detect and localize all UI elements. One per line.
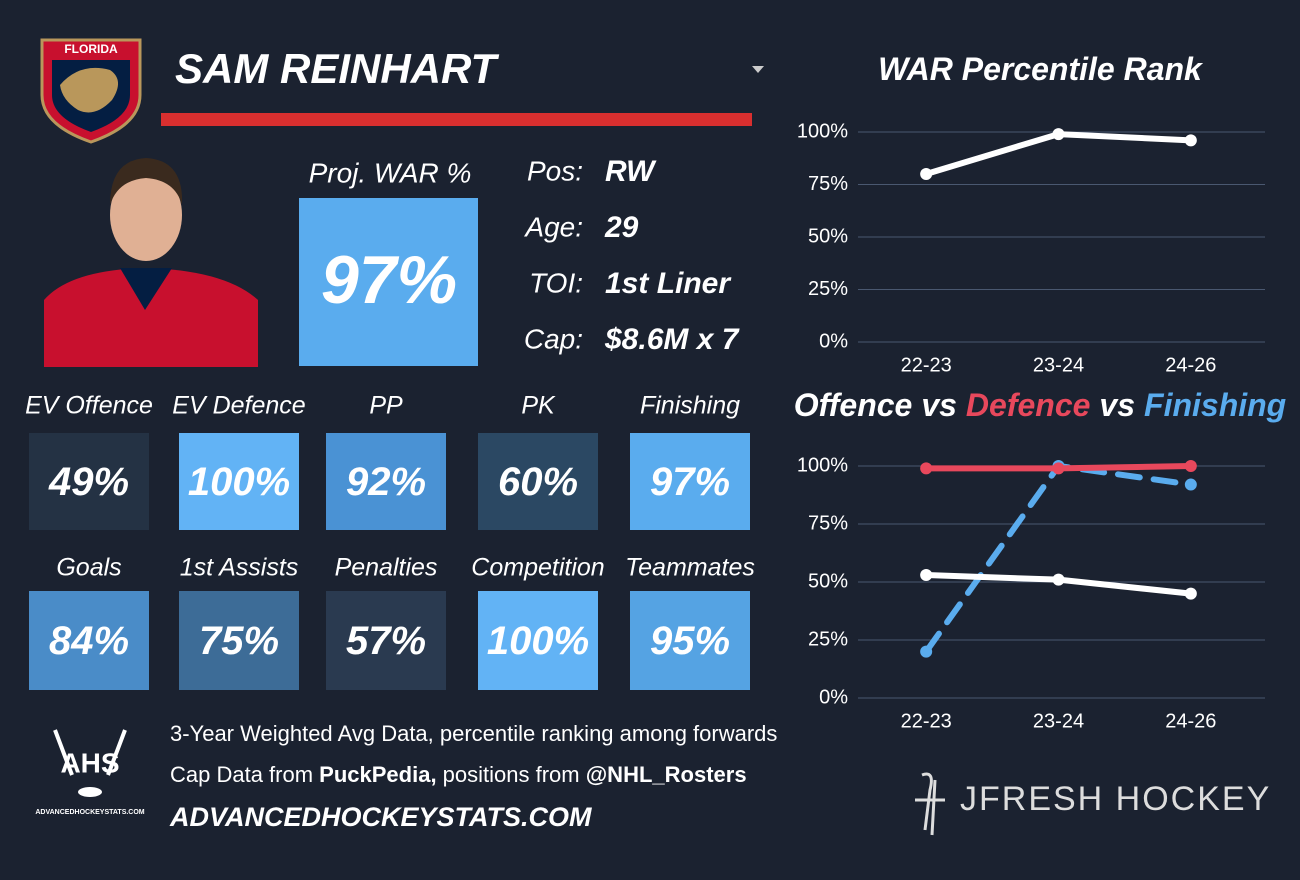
tile-box: [179, 591, 299, 690]
x-tick-label: 22-23: [901, 354, 952, 376]
info-value: RW: [605, 155, 657, 188]
tile-label: Penalties: [335, 554, 438, 582]
y-tick-label: 100%: [797, 454, 848, 476]
brand: JFRESH HOCKEY: [960, 780, 1271, 818]
footer-text: 3-Year Weighted Avg Data, percentile ran…: [170, 721, 777, 746]
tile-value: 92%: [346, 460, 426, 504]
info-value: 29: [604, 211, 639, 244]
tile-value: 100%: [188, 460, 290, 504]
y-tick-label: 0%: [819, 330, 848, 352]
tile-box: [179, 433, 299, 530]
tile-value: 57%: [346, 619, 426, 663]
tile-value: 49%: [48, 460, 129, 504]
info-value: $8.6M x 7: [604, 323, 740, 356]
tile-label: PK: [521, 392, 556, 420]
tile-label: Finishing: [640, 392, 740, 420]
footer-text: positions from: [437, 762, 586, 787]
point: [1184, 478, 1197, 491]
ahs-url: ADVANCEDHOCKEYSTATS.COM: [35, 809, 144, 816]
info-label: Pos:: [527, 155, 583, 186]
x-tick-label: 24-26: [1165, 354, 1216, 376]
proj-war-value: 97%: [321, 242, 457, 318]
title-part: vs: [921, 387, 957, 423]
tile-label: 1st Assists: [180, 554, 299, 582]
point: [1184, 134, 1197, 147]
tile-label: Competition: [471, 554, 604, 582]
x-tick-label: 23-24: [1033, 354, 1084, 376]
player-name: SAM REINHART: [175, 45, 500, 92]
proj-war-label: Proj. WAR %: [309, 157, 472, 188]
point: [1184, 460, 1197, 472]
y-tick-label: 25%: [808, 628, 848, 650]
point: [920, 462, 933, 475]
info-label: TOI:: [529, 267, 583, 298]
tile-box: [326, 433, 446, 530]
title-part: Finishing: [1144, 387, 1286, 423]
info-label: Age:: [523, 211, 583, 242]
point: [920, 645, 933, 658]
point: [1184, 587, 1197, 600]
point: [1052, 128, 1065, 141]
dropdown[interactable]: [752, 66, 764, 73]
x-tick-label: 24-26: [1165, 710, 1216, 732]
point: [1052, 573, 1065, 586]
point: [1052, 462, 1065, 475]
info-label: Cap:: [524, 323, 583, 354]
proj-war-box: [299, 198, 478, 366]
tile-value: 84%: [49, 619, 129, 663]
y-tick-label: 0%: [819, 686, 848, 708]
y-tick-label: 50%: [808, 570, 848, 592]
point: [920, 168, 933, 180]
tile-box: [326, 591, 446, 690]
footer-text: PuckPedia,: [319, 762, 436, 787]
info-value: 1st Liner: [605, 267, 732, 300]
title-part: Offence: [794, 387, 913, 423]
tile-value: 97%: [650, 460, 730, 504]
tile-label: Teammates: [625, 554, 755, 582]
tile-value: 100%: [487, 619, 589, 663]
title-part: Defence: [966, 387, 1091, 423]
tile-label: PP: [369, 392, 403, 420]
y-tick-label: 25%: [808, 278, 848, 300]
point: [920, 569, 933, 582]
footer-text: @NHL_Rosters: [586, 762, 747, 787]
footer-text: Cap Data from: [170, 762, 319, 787]
chart-title: Offence vs Defence vs Finishing: [794, 387, 1286, 423]
y-tick-label: 75%: [808, 512, 848, 534]
y-tick-label: 50%: [808, 225, 848, 247]
footer-line: Cap Data from PuckPedia, positions from …: [170, 762, 747, 787]
tile-box: [478, 591, 598, 690]
site-link[interactable]: ADVANCEDHOCKEYSTATS.COM: [169, 802, 592, 832]
tile-label: EV Defence: [172, 392, 305, 420]
name-underline: [161, 113, 752, 126]
brand-logo: [915, 772, 945, 836]
ahs-text: AHS: [60, 747, 119, 778]
y-tick-label: 75%: [808, 173, 848, 195]
logo-text: FLORIDA: [64, 42, 118, 56]
title-part: vs: [1099, 387, 1135, 423]
tile-box: [630, 433, 750, 530]
tile-label: Goals: [56, 554, 121, 582]
tile-box: [478, 433, 598, 530]
tile-box: [630, 591, 750, 690]
tile-value: 75%: [199, 619, 279, 663]
tile-box: [29, 433, 149, 530]
x-tick-label: 22-23: [901, 710, 952, 732]
player-photo: [44, 158, 258, 367]
tile-value: 95%: [650, 619, 730, 663]
tile-box: [29, 591, 149, 690]
team-logo: FLORIDA: [40, 38, 142, 144]
ahs-logo: AHS ADVANCEDHOCKEYSTATS.COM: [35, 729, 145, 816]
title-part: WAR Percentile Rank: [878, 51, 1204, 87]
y-tick-label: 100%: [797, 120, 848, 142]
tile-value: 60%: [498, 460, 578, 504]
x-tick-label: 23-24: [1033, 710, 1084, 732]
chart-title: WAR Percentile Rank: [878, 51, 1204, 87]
tile-label: EV Offence: [25, 392, 153, 420]
footer-line: 3-Year Weighted Avg Data, percentile ran…: [170, 721, 777, 746]
